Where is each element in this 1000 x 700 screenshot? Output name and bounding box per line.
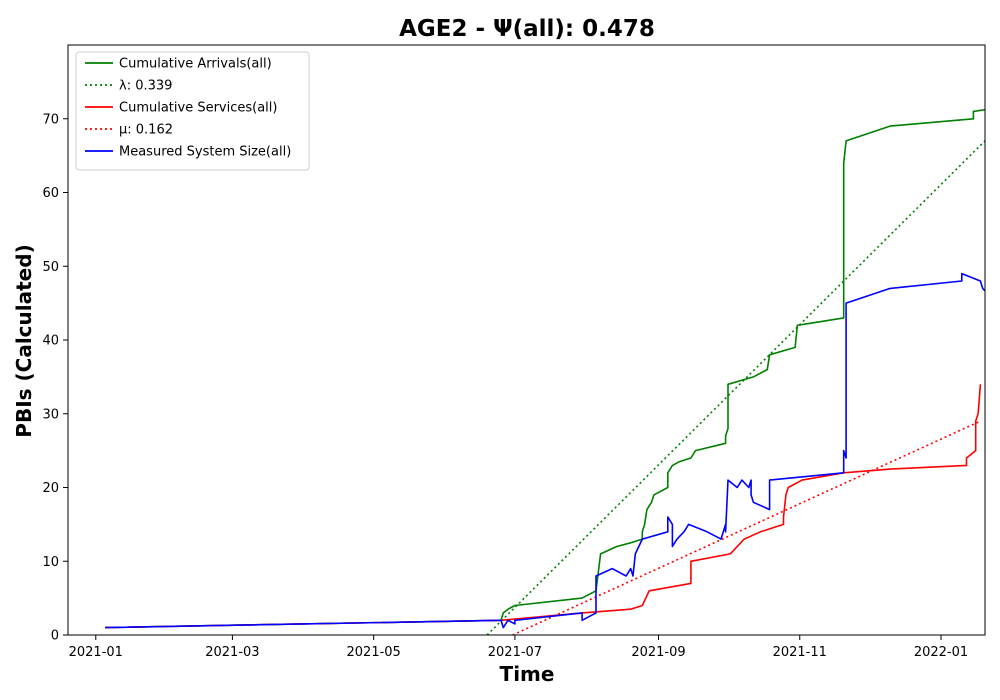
legend-label-measured-system-size-all: Measured System Size(all) <box>119 145 291 160</box>
series-line-1-0-339 <box>486 139 985 635</box>
x-tick-label: 2021-09 <box>631 645 685 660</box>
x-tick-label: 2021-07 <box>488 645 542 660</box>
y-tick-label: 40 <box>42 334 59 349</box>
legend-box <box>75 51 310 171</box>
legend-label-cumulative-services-all: Cumulative Services(all) <box>119 101 277 116</box>
x-tick-label: 2022-01 <box>914 645 968 660</box>
y-axis-title: PBIs (Calculated) <box>12 244 36 437</box>
legend: Cumulative Arrivals(all) λ: 0.339 Cumulati… <box>75 51 310 171</box>
x-tick-label: 2021-05 <box>347 645 401 660</box>
y-tick-label: 20 <box>42 481 59 496</box>
legend-label-cumulative-arrivals-all: Cumulative Arrivals(all) <box>119 57 272 72</box>
y-tick-label: 50 <box>42 260 59 275</box>
y-axis-ticks: 0 10 20 30 40 50 60 70 <box>42 112 68 644</box>
chart-title: AGE2 - Ψ(all): 0.478 <box>399 16 655 42</box>
plot-area-frame <box>67 44 986 636</box>
series-line-0-cumulative-arrivals-all <box>105 108 985 629</box>
y-tick-label: 70 <box>42 112 59 127</box>
x-tick-label: 2021-01 <box>69 645 123 660</box>
y-tick-label: 30 <box>42 407 59 422</box>
series-layer <box>105 108 985 635</box>
legend-label-0-162: μ: 0.162 <box>119 123 173 138</box>
legend-label-0-339: λ: 0.339 <box>119 79 172 94</box>
x-axis-ticks: 2021-01 2021-03 2021-05 2021-07 2021-09 2021-… <box>69 635 968 660</box>
y-tick-label: 10 <box>42 555 59 570</box>
x-axis-title: Time <box>500 662 555 686</box>
x-tick-label: 2021-03 <box>205 645 259 660</box>
y-tick-label: 0 <box>51 629 59 644</box>
series-line-3-0-162 <box>512 420 981 635</box>
y-tick-label: 60 <box>42 186 59 201</box>
x-tick-label: 2021-11 <box>773 645 827 660</box>
series-line-4-measured-system-size-all <box>105 272 985 629</box>
series-line-2-cumulative-services-all <box>105 384 982 629</box>
